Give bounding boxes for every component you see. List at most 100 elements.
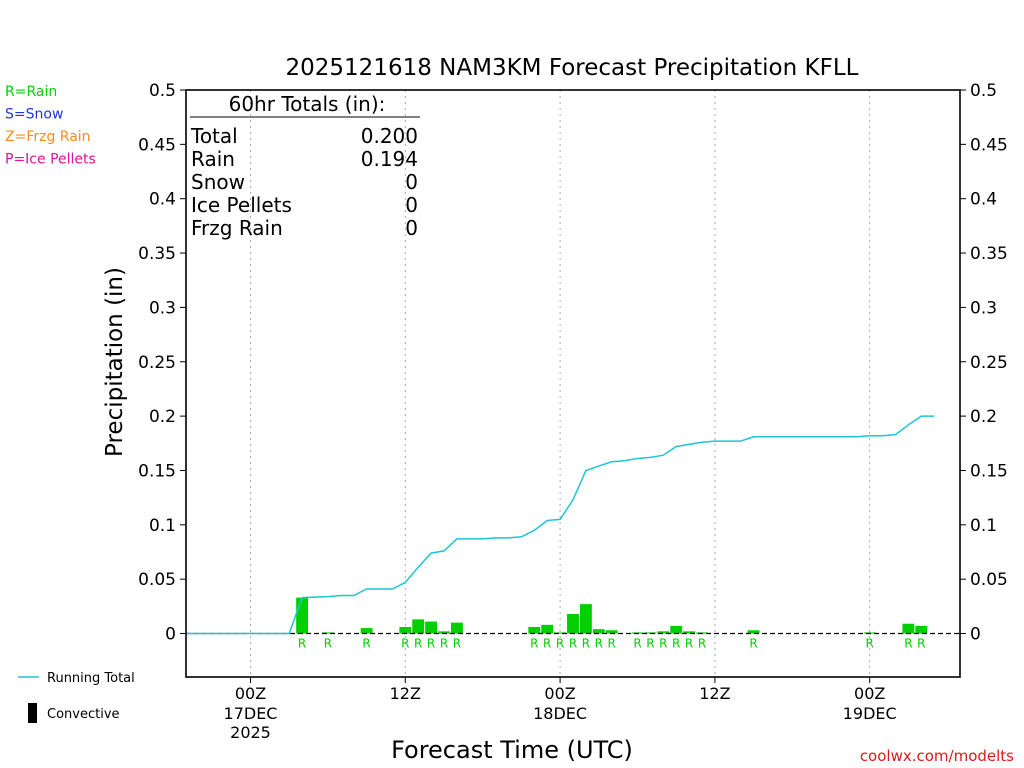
y-tick-label-left: 0.2 xyxy=(149,407,176,427)
x-axis-label: Forecast Time (UTC) xyxy=(391,736,633,764)
type-legend-item: R=Rain xyxy=(5,84,57,100)
precip-type-label: R xyxy=(646,637,654,651)
totals-row-label: Snow xyxy=(191,170,245,194)
precip-type-label: R xyxy=(453,637,461,651)
x-tick-date-label: 18DEC xyxy=(533,704,587,723)
precip-bar xyxy=(605,630,618,634)
precip-bar xyxy=(296,597,309,634)
precip-type-label: R xyxy=(698,637,706,651)
precip-bar xyxy=(747,630,760,634)
precip-bar xyxy=(412,619,425,634)
y-tick-label-left: 0.3 xyxy=(149,298,176,318)
precip-type-label: R xyxy=(298,637,306,651)
precip-type-label: R xyxy=(749,637,757,651)
x-tick-label: 00Z xyxy=(235,684,266,703)
y-tick-label-right: 0.15 xyxy=(970,461,1008,481)
totals-row-label: Rain xyxy=(191,147,235,171)
precip-type-label: R xyxy=(685,637,693,651)
type-legend-item: P=Ice Pellets xyxy=(5,152,96,168)
totals-row-value: 0 xyxy=(405,216,418,240)
precip-bar xyxy=(554,632,567,634)
precip-bar xyxy=(450,622,463,634)
precip-type-label: R xyxy=(414,637,422,651)
x-tick-label: 12Z xyxy=(390,684,421,703)
convective-legend-swatch xyxy=(28,703,37,723)
y-tick-label-left: 0.1 xyxy=(149,516,176,536)
y-tick-label-left: 0.35 xyxy=(138,244,176,264)
precip-type-label: R xyxy=(401,637,409,651)
y-axis-right: 0 0.05 0.1 0.15 0.2 0.25 0.3 0.35 0.4 0.45 0.5 xyxy=(960,81,1008,645)
precip-type-label: R xyxy=(633,637,641,651)
convective-legend-label: Convective xyxy=(47,707,120,722)
precip-type-label: R xyxy=(904,637,912,651)
totals-row-label: Frzg Rain xyxy=(191,216,283,240)
precip-type-label: R xyxy=(362,637,370,651)
precip-bar xyxy=(528,626,541,634)
y-tick-label-left: 0.25 xyxy=(138,353,176,373)
precip-bar xyxy=(683,631,696,634)
y-tick-label-right: 0 xyxy=(970,625,981,645)
running-total-line xyxy=(186,415,935,635)
precip-bar xyxy=(541,624,554,634)
precip-bar xyxy=(670,625,683,634)
precip-type-label: R xyxy=(672,637,680,651)
totals-box-header: 60hr Totals (in): xyxy=(229,92,386,116)
precip-bar xyxy=(360,628,373,634)
x-tick-date-label: 19DEC xyxy=(843,704,897,723)
precip-type-label: R xyxy=(556,637,564,651)
precip-type-label: R xyxy=(569,637,577,651)
totals-row-label: Total xyxy=(190,124,238,148)
y-tick-label-right: 0.05 xyxy=(970,570,1008,590)
precip-bar xyxy=(438,631,450,634)
y-tick-label-left: 0.15 xyxy=(138,461,176,481)
type-legend-item: S=Snow xyxy=(5,107,63,123)
precip-type-label: R xyxy=(324,637,332,651)
credit-text: coolwx.com/modelts xyxy=(860,747,1014,765)
precip-type-label: R xyxy=(582,637,590,651)
totals-row-value: 0.194 xyxy=(361,147,418,171)
precip-type-label: R xyxy=(427,637,435,651)
precip-type-label: R xyxy=(866,637,874,651)
precip-type-label: R xyxy=(440,637,448,651)
precip-bar xyxy=(902,623,915,634)
totals-box: 60hr Totals (in): Total 0.200 Rain 0.194 Snow… xyxy=(190,92,420,240)
precip-bars xyxy=(296,597,928,634)
x-tick-label: 00Z xyxy=(854,684,885,703)
x-tick-date-label: 17DEC xyxy=(224,704,278,723)
y-axis-left: 0 0.05 0.1 0.15 0.2 0.25 0.3 0.35 0.4 0.45 0.5 xyxy=(138,81,186,645)
y-tick-label-right: 0.35 xyxy=(970,244,1008,264)
running-total-legend: Running Total xyxy=(18,671,135,686)
y-tick-label-left: 0.05 xyxy=(138,570,176,590)
precip-type-legend: R=Rain S=Snow Z=Frzg Rain P=Ice Pellets xyxy=(5,84,96,168)
totals-row-value: 0 xyxy=(405,170,418,194)
precip-bar xyxy=(579,604,592,634)
convective-legend: Convective xyxy=(28,703,120,723)
y-tick-label-right: 0.4 xyxy=(970,190,997,210)
precip-type-label: R xyxy=(917,637,925,651)
y-tick-label-right: 0.3 xyxy=(970,298,997,318)
precip-bar xyxy=(399,626,412,634)
running-total-legend-label: Running Total xyxy=(47,671,135,686)
totals-row-value: 0.200 xyxy=(361,124,418,148)
precip-bar xyxy=(567,613,579,634)
y-tick-label-right: 0.45 xyxy=(970,135,1008,155)
y-tick-label-left: 0.5 xyxy=(149,81,176,101)
precip-bar xyxy=(657,631,670,634)
y-tick-label-right: 0.2 xyxy=(970,407,997,427)
plot-frame xyxy=(185,89,961,678)
precip-type-label: R xyxy=(543,637,551,651)
y-tick-label-left: 0.4 xyxy=(149,190,176,210)
precip-type-label: R xyxy=(608,637,616,651)
totals-row-label: Ice Pellets xyxy=(191,193,292,217)
y-tick-label-right: 0.1 xyxy=(970,516,997,536)
x-tick-year-label: 2025 xyxy=(230,723,271,742)
type-legend-item: Z=Frzg Rain xyxy=(5,129,91,145)
precip-type-label: R xyxy=(659,637,667,651)
y-axis-label: Precipitation (in) xyxy=(102,267,128,457)
y-tick-label-left: 0 xyxy=(165,625,176,645)
precip-type-label: R xyxy=(530,637,538,651)
x-tick-label: 00Z xyxy=(544,684,575,703)
